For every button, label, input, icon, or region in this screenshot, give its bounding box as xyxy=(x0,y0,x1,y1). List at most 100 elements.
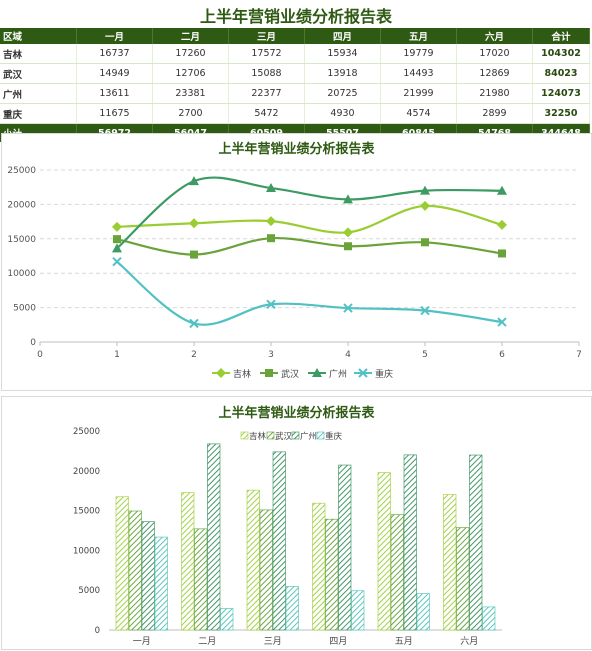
data-point xyxy=(189,176,199,186)
x-tick-label: 3 xyxy=(268,350,274,360)
table-header-row: 区域 一月 二月 三月 四月 五月 六月 合计 xyxy=(0,28,590,44)
value-cell: 2899 xyxy=(456,103,533,124)
value-cell: 23381 xyxy=(152,83,229,104)
x-tick-label: 四月 xyxy=(329,636,347,647)
value-cell: 4574 xyxy=(380,103,457,124)
value-cell: 14949 xyxy=(76,63,153,84)
legend-label: 广州 xyxy=(329,368,347,380)
value-cell: 5472 xyxy=(228,103,305,124)
table-header: 区域 xyxy=(0,28,77,44)
table-header: 四月 xyxy=(304,28,381,44)
x-tick-label: 5 xyxy=(422,350,428,360)
value-cell: 16737 xyxy=(76,44,153,64)
legend-label: 吉林 xyxy=(249,431,267,442)
data-point xyxy=(498,249,506,258)
total-cell: 84023 xyxy=(532,63,590,84)
data-point xyxy=(189,318,199,329)
bar xyxy=(403,454,417,631)
data-point xyxy=(497,317,507,327)
legend-swatch xyxy=(240,431,249,440)
legend-marker xyxy=(265,369,273,377)
legend-label: 重庆 xyxy=(325,431,343,442)
data-point xyxy=(343,194,353,204)
data-point xyxy=(497,185,507,195)
value-cell: 22377 xyxy=(228,83,305,104)
y-tick-label: 10000 xyxy=(7,269,36,279)
bar xyxy=(285,586,299,631)
value-cell: 2700 xyxy=(152,103,229,124)
bar xyxy=(181,492,195,631)
value-cell: 17020 xyxy=(456,44,533,64)
y-tick-label: 0 xyxy=(95,626,100,636)
bar xyxy=(194,528,208,631)
x-tick-label: 2 xyxy=(191,350,197,360)
region-cell: 广州 xyxy=(0,83,77,104)
bar xyxy=(154,536,168,631)
series-line xyxy=(116,236,503,256)
value-cell: 15088 xyxy=(228,63,305,84)
table-header: 合计 xyxy=(532,28,590,44)
line-chart-title: 上半年营销业绩分析报告表 xyxy=(218,142,375,157)
value-cell: 21999 xyxy=(380,83,457,104)
y-tick-label: 20000 xyxy=(7,200,36,210)
value-cell: 17260 xyxy=(152,44,229,64)
legend-marker xyxy=(312,368,322,377)
bar xyxy=(272,451,286,631)
legend-swatch xyxy=(266,431,275,440)
data-point xyxy=(421,238,429,247)
value-cell: 20725 xyxy=(304,83,381,104)
x-tick-label: 6 xyxy=(499,350,505,360)
bar xyxy=(416,593,430,631)
bar-chart-title: 上半年营销业绩分析报告表 xyxy=(218,406,375,421)
y-tick-label: 15000 xyxy=(7,235,36,245)
page-title: 上半年营销业绩分析报告表 xyxy=(199,7,392,26)
bar xyxy=(325,518,339,631)
legend-label: 重庆 xyxy=(375,368,393,380)
legend-marker xyxy=(358,368,368,378)
data-point xyxy=(112,256,122,267)
data-point xyxy=(343,303,353,313)
bar xyxy=(220,608,234,631)
value-cell: 12706 xyxy=(152,63,229,84)
legend-marker xyxy=(216,368,226,378)
data-point xyxy=(420,305,430,316)
data-point xyxy=(190,250,198,259)
data-point xyxy=(266,216,276,227)
data-point xyxy=(267,234,275,243)
value-cell: 17572 xyxy=(228,44,305,64)
data-point xyxy=(497,219,507,230)
bar-chart: 上半年营销业绩分析报告表 0 5000 10000 15000 20000 25000 一月… xyxy=(1,396,592,650)
x-tick-label: 7 xyxy=(576,350,582,360)
legend-label: 吉林 xyxy=(233,368,251,380)
x-tick-label: 0 xyxy=(37,350,43,360)
y-tick-label: 5000 xyxy=(13,304,36,314)
data-point xyxy=(113,235,121,244)
bar xyxy=(207,443,221,631)
legend-label: 武汉 xyxy=(281,368,299,380)
data-point xyxy=(420,185,430,195)
sales-table: 区域 一月 二月 三月 四月 五月 六月 合计 吉林 16737 17260 1… xyxy=(0,28,590,142)
data-point xyxy=(343,227,353,238)
value-cell: 13611 xyxy=(76,83,153,104)
region-cell: 武汉 xyxy=(0,63,77,84)
bar xyxy=(351,590,365,631)
table-row: 吉林 16737 17260 17572 15934 19779 17020 1… xyxy=(0,44,590,64)
data-point xyxy=(112,243,122,253)
value-cell: 15934 xyxy=(304,44,381,64)
bar xyxy=(390,514,404,631)
total-cell: 32250 xyxy=(532,103,590,124)
value-cell: 13918 xyxy=(304,63,381,84)
data-point xyxy=(266,299,276,310)
table-header: 一月 xyxy=(76,28,153,44)
bar xyxy=(312,502,326,631)
table-header: 二月 xyxy=(152,28,229,44)
bar xyxy=(456,527,470,631)
y-tick-label: 25000 xyxy=(73,427,100,437)
legend-swatch xyxy=(291,431,300,440)
bar xyxy=(443,494,457,631)
bar xyxy=(141,521,155,631)
data-point xyxy=(344,242,352,251)
data-point xyxy=(189,218,199,229)
x-tick-label: 三月 xyxy=(264,636,282,647)
table-header: 三月 xyxy=(228,28,305,44)
